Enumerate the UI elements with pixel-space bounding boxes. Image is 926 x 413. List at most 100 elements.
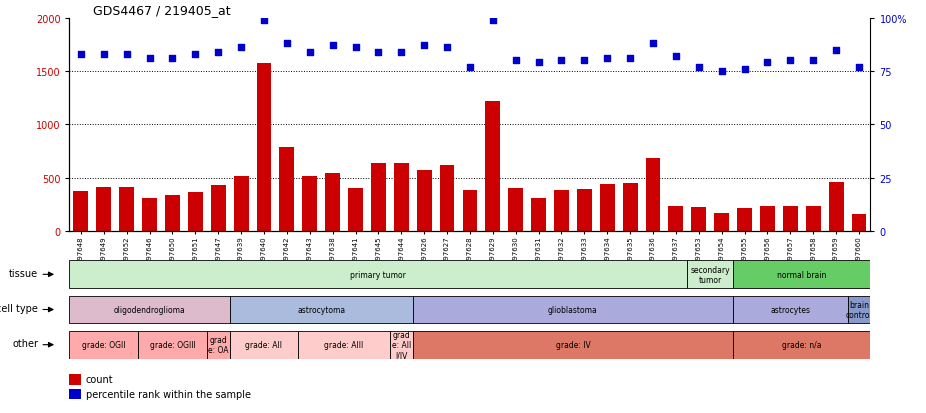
Bar bbox=[622, 183, 638, 231]
Bar bbox=[96, 187, 111, 231]
Point bbox=[302, 49, 317, 56]
Point bbox=[600, 56, 615, 62]
Point bbox=[577, 58, 592, 64]
Text: cell type: cell type bbox=[0, 303, 38, 313]
Bar bbox=[73, 192, 88, 231]
Bar bbox=[230, 296, 413, 324]
Bar bbox=[413, 296, 733, 324]
Point bbox=[783, 58, 798, 64]
Bar bbox=[760, 206, 775, 231]
Text: percentile rank within the sample: percentile rank within the sample bbox=[86, 389, 251, 399]
Bar bbox=[687, 261, 733, 289]
Bar bbox=[257, 64, 271, 231]
Text: grade: AII: grade: AII bbox=[245, 340, 282, 349]
Text: grad
e: AII
I/IV: grad e: AII I/IV bbox=[392, 330, 411, 360]
Bar bbox=[348, 188, 363, 231]
Bar bbox=[645, 159, 660, 231]
Bar bbox=[280, 147, 294, 231]
Bar bbox=[847, 296, 870, 324]
Bar bbox=[733, 296, 847, 324]
Bar bbox=[233, 177, 248, 231]
Bar bbox=[142, 198, 157, 231]
Text: grade: AIII: grade: AIII bbox=[324, 340, 364, 349]
Point bbox=[394, 49, 408, 56]
Bar bbox=[485, 102, 500, 231]
Point bbox=[485, 17, 500, 24]
Bar bbox=[417, 171, 432, 231]
Point bbox=[257, 17, 271, 24]
Text: normal brain: normal brain bbox=[777, 270, 827, 279]
Point bbox=[554, 58, 569, 64]
Point bbox=[417, 43, 432, 50]
Text: astrocytoma: astrocytoma bbox=[297, 305, 345, 314]
Point bbox=[348, 45, 363, 52]
Bar bbox=[852, 215, 867, 231]
Bar bbox=[394, 163, 408, 231]
Text: GDS4467 / 219405_at: GDS4467 / 219405_at bbox=[94, 5, 232, 17]
Point bbox=[165, 56, 180, 62]
Point bbox=[622, 56, 637, 62]
Bar bbox=[692, 208, 707, 231]
Bar bbox=[69, 375, 81, 385]
Text: grade: OGII: grade: OGII bbox=[82, 340, 126, 349]
Point bbox=[280, 41, 294, 47]
Bar bbox=[298, 331, 390, 359]
Bar bbox=[413, 331, 733, 359]
Text: primary tumor: primary tumor bbox=[350, 270, 407, 279]
Bar bbox=[302, 177, 318, 231]
Bar bbox=[440, 165, 455, 231]
Bar bbox=[714, 214, 729, 231]
Bar bbox=[69, 389, 81, 399]
Point bbox=[829, 47, 844, 54]
Bar bbox=[390, 331, 413, 359]
Point bbox=[806, 58, 820, 64]
Point bbox=[508, 58, 523, 64]
Point bbox=[325, 43, 340, 50]
Point bbox=[463, 64, 478, 71]
Bar bbox=[462, 190, 478, 231]
Text: glioblastoma: glioblastoma bbox=[548, 305, 598, 314]
Bar bbox=[733, 331, 870, 359]
Bar bbox=[737, 209, 752, 231]
Bar bbox=[829, 183, 844, 231]
Bar bbox=[669, 206, 683, 231]
Bar bbox=[138, 331, 206, 359]
Point bbox=[143, 56, 157, 62]
Bar bbox=[577, 190, 592, 231]
Bar bbox=[119, 187, 134, 231]
Text: tissue: tissue bbox=[9, 268, 38, 278]
Point bbox=[669, 54, 683, 60]
Bar bbox=[188, 193, 203, 231]
Point bbox=[692, 64, 707, 71]
Point bbox=[737, 66, 752, 73]
Bar bbox=[600, 185, 615, 231]
Bar bbox=[532, 198, 546, 231]
Bar bbox=[554, 191, 569, 231]
Point bbox=[211, 49, 226, 56]
Bar bbox=[806, 206, 820, 231]
Bar bbox=[733, 261, 870, 289]
Bar bbox=[206, 331, 230, 359]
Bar bbox=[69, 331, 138, 359]
Text: oligodendroglioma: oligodendroglioma bbox=[114, 305, 185, 314]
Bar bbox=[508, 188, 523, 231]
Point bbox=[645, 41, 660, 47]
Bar bbox=[371, 163, 386, 231]
Point bbox=[760, 60, 775, 66]
Bar bbox=[325, 174, 340, 231]
Text: brain
control: brain control bbox=[845, 300, 872, 319]
Text: grade: n/a: grade: n/a bbox=[782, 340, 821, 349]
Bar bbox=[69, 261, 687, 289]
Point bbox=[96, 52, 111, 58]
Bar bbox=[211, 185, 226, 231]
Text: other: other bbox=[12, 338, 38, 349]
Text: astrocytes: astrocytes bbox=[770, 305, 810, 314]
Bar bbox=[782, 206, 798, 231]
Bar bbox=[230, 331, 298, 359]
Point bbox=[714, 69, 729, 75]
Point bbox=[119, 52, 134, 58]
Text: grade: OGIII: grade: OGIII bbox=[150, 340, 195, 349]
Text: count: count bbox=[86, 375, 113, 385]
Text: grade: IV: grade: IV bbox=[556, 340, 590, 349]
Bar bbox=[69, 296, 230, 324]
